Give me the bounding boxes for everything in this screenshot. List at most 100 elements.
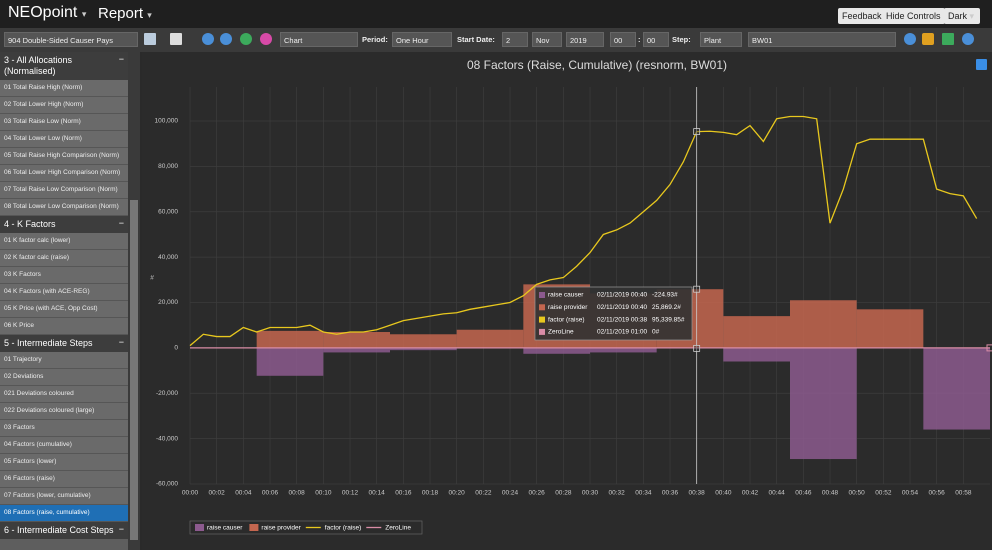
brand[interactable]: NEOpoint ▾ [8,4,87,21]
nav-item[interactable]: 02 Total Lower High (Norm) [0,97,128,114]
day-select[interactable]: 2 [502,32,528,47]
x-tick-label: 00:00 [182,490,199,497]
x-tick-label: 00:46 [795,490,812,497]
nav-item[interactable]: 022 Deviations coloured (large) [0,403,128,420]
icon[interactable] [144,33,156,45]
bar [790,347,857,460]
icon[interactable] [240,33,252,45]
x-tick-label: 00:08 [289,490,306,497]
bar [456,329,524,348]
y-tick-label: 40,000 [158,254,178,261]
icon[interactable] [202,33,214,45]
view-select[interactable]: Chart [280,32,358,47]
unit-select[interactable]: BW01 [748,32,896,47]
sidebar: 3 - All Allocations (Normalised)01 Total… [0,52,128,550]
tooltip-value: 0# [652,329,660,336]
nav-item[interactable]: 06 Factors (raise) [0,471,128,488]
nav-item[interactable]: 08 Total Lower Low Comparison (Norm) [0,199,128,216]
nav-item[interactable]: 07 Factors (lower, cumulative) [0,488,128,505]
nav-item[interactable]: 03 Total Raise Low (Norm) [0,114,128,131]
icon[interactable] [220,33,232,45]
nav-item[interactable]: 01 Trajectory [0,352,128,369]
theme-text: Dark [948,11,968,21]
tooltip-swatch [539,304,545,311]
year-select[interactable]: 2019 [566,32,604,47]
x-tick-label: 00:56 [929,490,946,497]
scroll-thumb[interactable] [130,200,138,540]
nav-item[interactable]: 06 Total Lower High Comparison (Norm) [0,165,128,182]
nav-item[interactable]: 06 K Price [0,318,128,335]
icon[interactable] [904,33,916,45]
report-menu[interactable]: Report ▾ [98,5,152,22]
x-tick-label: 00:48 [822,490,839,497]
legend-swatch [249,524,259,531]
x-tick-label: 00:36 [662,490,679,497]
x-tick-label: 00:54 [902,490,919,497]
hour-select[interactable]: 00 [610,32,636,47]
section-header[interactable]: 5 - Intermediate Steps [0,335,128,352]
x-tick-label: 00:30 [582,490,599,497]
menu-icon[interactable] [976,59,987,70]
x-tick-label: 00:04 [235,490,252,497]
hide-controls-button[interactable]: Hide Controls [882,8,945,24]
legend-label: raise causer [207,525,243,532]
time-separator: : [638,35,641,44]
x-tick-label: 00:16 [395,490,412,497]
tooltip-swatch [539,316,545,323]
y-tick-label: 20,000 [158,299,178,306]
report-select[interactable]: 904 Double-Sided Causer Pays [4,32,138,47]
nav-item[interactable]: 08 Factors (raise, cumulative) [0,505,128,522]
nav-item[interactable]: 02 Deviations [0,369,128,386]
bar [390,334,457,348]
tooltip-series: factor (raise) [548,316,584,323]
x-tick-label: 00:34 [635,490,652,497]
feedback-button[interactable]: Feedback [838,8,886,24]
bar [790,300,857,348]
x-tick-label: 00:50 [849,490,866,497]
nav-item[interactable]: 04 K Factors (with ACE-REG) [0,284,128,301]
x-tick-label: 00:26 [529,490,546,497]
period-select[interactable]: One Hour [392,32,452,47]
section-header[interactable]: 3 - All Allocations (Normalised) [0,52,128,80]
bar [256,330,324,348]
bar [723,347,790,362]
step-label: Step: [672,35,691,44]
icon[interactable] [170,33,182,45]
x-tick-label: 00:02 [209,490,226,497]
tooltip-series: raise causer [548,292,584,299]
nav-item[interactable]: 03 Factors [0,420,128,437]
x-tick-label: 00:44 [769,490,786,497]
nav-item[interactable]: 03 K Factors [0,267,128,284]
x-tick-label: 00:28 [555,490,572,497]
month-select[interactable]: Nov [532,32,562,47]
icon[interactable] [942,33,954,45]
nav-item[interactable]: 01 K factor calc (lower) [0,233,128,250]
nav-item[interactable]: 04 Total Lower Low (Norm) [0,131,128,148]
bar [923,347,990,430]
nav-item[interactable]: 01 Total Raise High (Norm) [0,80,128,97]
nav-item[interactable]: 02 K factor calc (raise) [0,250,128,267]
tooltip-time: 02/11/2019 00:40 [597,292,648,299]
icon[interactable] [962,33,974,45]
nav-item[interactable]: 05 Total Raise High Comparison (Norm) [0,148,128,165]
tooltip-series: raise provider [548,304,588,311]
x-tick-label: 00:22 [475,490,492,497]
step-select[interactable]: Plant [700,32,742,47]
nav-item[interactable]: 05 K Price (with ACE, Opp Cost) [0,301,128,318]
theme-select[interactable]: Dark ▾ [944,8,980,24]
y-tick-label: 100,000 [155,118,179,125]
nav-item[interactable]: 07 Total Raise Low Comparison (Norm) [0,182,128,199]
nav-item[interactable]: 021 Deviations coloured [0,386,128,403]
start-date-label: Start Date: [457,35,495,44]
nav-item[interactable]: 04 Factors (cumulative) [0,437,128,454]
icon[interactable] [922,33,934,45]
nav-item[interactable]: 05 Factors (lower) [0,454,128,471]
period-label: Period: [362,35,388,44]
icon[interactable] [260,33,272,45]
x-tick-label: 00:24 [502,490,519,497]
section-header[interactable]: 6 - Intermediate Cost Steps [0,522,128,539]
section-header[interactable]: 4 - K Factors [0,216,128,233]
bar [590,347,657,353]
minute-select[interactable]: 00 [643,32,669,47]
tooltip-time: 02/11/2019 01:00 [597,329,648,336]
